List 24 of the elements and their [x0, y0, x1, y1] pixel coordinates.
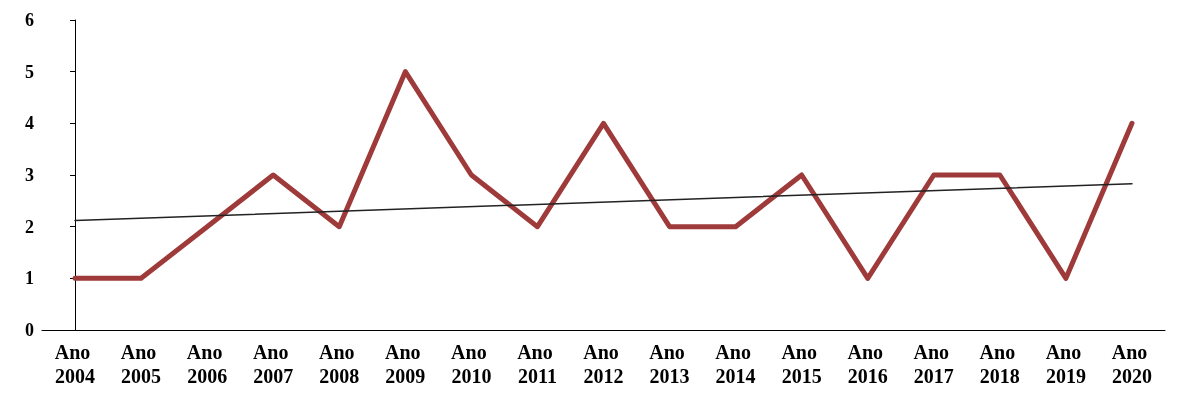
- y-tick-label: 1: [25, 268, 34, 289]
- x-tick-label: Ano 2019: [1045, 341, 1087, 387]
- x-tick-label: Ano 2008: [318, 341, 360, 387]
- x-tick-label: Ano 2020: [1111, 341, 1153, 387]
- y-tick-label: 6: [25, 10, 34, 30]
- y-tick-label: 5: [25, 61, 34, 82]
- x-tick-label: Ano 2007: [252, 341, 294, 387]
- x-tick-label: Ano 2004: [54, 341, 96, 387]
- y-tick-label: 0: [25, 320, 34, 340]
- x-tick-label: Ano 2006: [186, 341, 228, 387]
- x-tick-label: Ano 2017: [913, 341, 955, 387]
- y-tick-label: 4: [25, 113, 34, 134]
- x-tick-label: Ano 2016: [847, 341, 889, 387]
- y-tick-label: 2: [25, 216, 34, 237]
- x-tick-label: Ano 2014: [715, 341, 756, 387]
- x-tick-label: Ano 2009: [385, 341, 426, 387]
- x-tick-label: Ano 2010: [451, 341, 492, 387]
- x-tick-label: Ano 2011: [517, 341, 558, 387]
- y-tick-label: 3: [25, 165, 34, 185]
- x-tick-label: Ano 2012: [583, 341, 624, 387]
- x-tick-label: Ano 2005: [120, 341, 162, 387]
- x-tick-label: Ano 2015: [781, 341, 822, 387]
- x-tick-label: Ano 2013: [649, 341, 690, 387]
- x-tick-label: Ano 2018: [979, 341, 1021, 387]
